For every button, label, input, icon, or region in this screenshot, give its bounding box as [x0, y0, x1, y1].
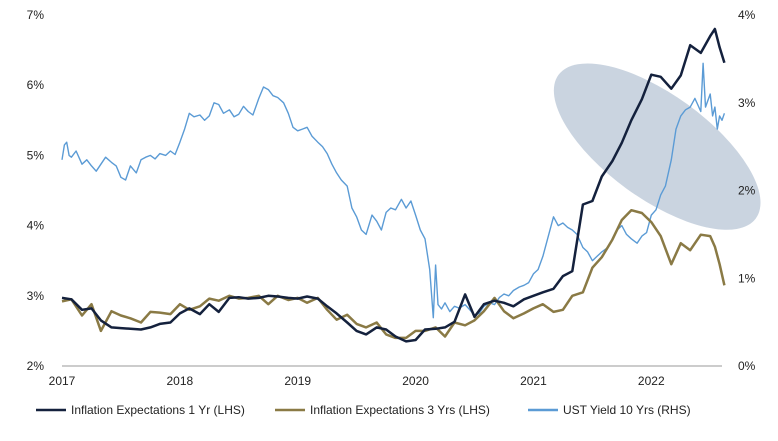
highlight-ellipse-layer: [553, 63, 761, 230]
y-right-tick-labels: 0% 1% 2% 3% 4%: [738, 8, 756, 373]
y-right-tick-label: 2%: [738, 184, 756, 198]
legend-label-1yr: Inflation Expectations 1 Yr (LHS): [71, 403, 245, 417]
y-left-tick-label: 6%: [27, 78, 45, 92]
y-left-tick-label: 5%: [27, 148, 45, 162]
series-line-0: [61, 27, 726, 343]
x-tick-label: 2022: [638, 374, 665, 388]
y-right-tick-label: 1%: [738, 271, 756, 285]
y-right-tick-label: 0%: [738, 359, 756, 373]
x-tick-label: 2020: [402, 374, 429, 388]
series-lines: [61, 27, 726, 343]
y-right-tick-label: 4%: [738, 8, 756, 22]
x-tick-label: 2017: [49, 374, 76, 388]
legend-label-ust: UST Yield 10 Yrs (RHS): [563, 403, 691, 417]
series-line-1: [61, 208, 726, 340]
x-tick-label: 2019: [284, 374, 311, 388]
y-left-tick-label: 7%: [27, 8, 45, 22]
y-left-tick-label: 3%: [27, 289, 45, 303]
series-line-2: [61, 62, 726, 319]
x-tick-label: 2021: [520, 374, 547, 388]
y-right-tick-label: 3%: [738, 96, 756, 110]
x-tick-label: 2018: [167, 374, 194, 388]
x-tick-labels: 2017 2018 2019 2020 2021 2022: [49, 374, 665, 388]
highlight-ellipse: [553, 63, 761, 230]
legend-label-3yr: Inflation Expectations 3 Yrs (LHS): [310, 403, 490, 417]
legend: Inflation Expectations 1 Yr (LHS) Inflat…: [36, 403, 691, 417]
y-left-tick-label: 4%: [27, 219, 45, 233]
y-left-tick-labels: 2% 3% 4% 5% 6% 7%: [27, 8, 45, 373]
y-left-tick-label: 2%: [27, 359, 45, 373]
